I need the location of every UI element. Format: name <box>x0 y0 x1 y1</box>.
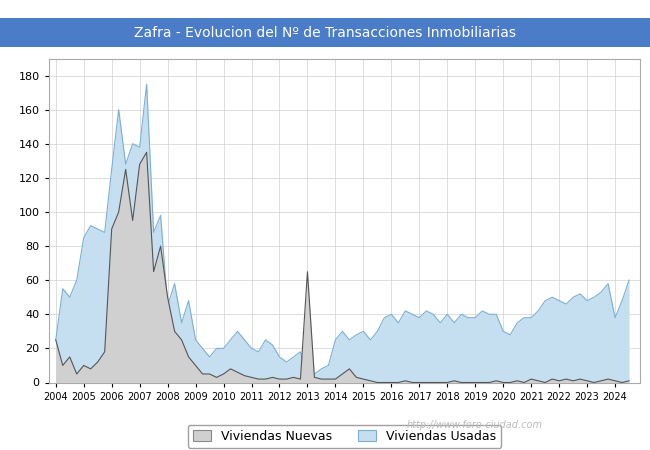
Text: http://www.foro-ciudad.com: http://www.foro-ciudad.com <box>406 420 543 430</box>
Text: Zafra - Evolucion del Nº de Transacciones Inmobiliarias: Zafra - Evolucion del Nº de Transaccione… <box>134 26 516 40</box>
Legend: Viviendas Nuevas, Viviendas Usadas: Viviendas Nuevas, Viviendas Usadas <box>188 424 501 448</box>
